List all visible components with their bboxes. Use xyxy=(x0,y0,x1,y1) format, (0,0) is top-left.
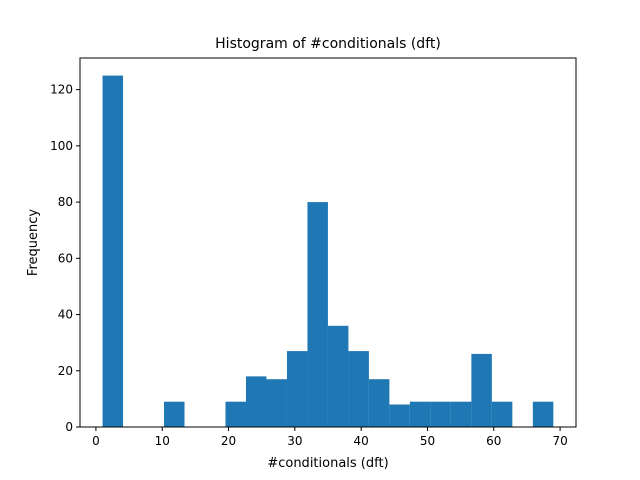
y-tick-label: 60 xyxy=(58,251,73,265)
x-tick-label: 20 xyxy=(221,434,236,448)
y-tick-label: 40 xyxy=(58,308,73,322)
x-tick-label: 70 xyxy=(552,434,567,448)
x-axis-label: #conditionals (dft) xyxy=(267,456,388,471)
y-tick-label: 120 xyxy=(50,83,73,97)
histogram-bar xyxy=(389,404,410,427)
x-tick-label: 60 xyxy=(486,434,501,448)
y-tick-label: 20 xyxy=(58,364,73,378)
histogram-bar xyxy=(430,401,451,427)
y-tick-label: 80 xyxy=(58,195,73,209)
histogram-bar xyxy=(471,353,492,427)
histogram-bar xyxy=(348,351,369,427)
ticks-group: 0 10 20 30 40 50 60 70 0 20 40 60 80 100 120 xyxy=(50,83,568,448)
histogram-bar xyxy=(532,401,554,427)
histogram-bar xyxy=(450,401,472,427)
y-tick-label: 0 xyxy=(65,420,73,434)
histogram-bar xyxy=(409,401,431,427)
histogram-bar xyxy=(266,379,287,427)
x-tick-label: 30 xyxy=(287,434,302,448)
histogram-bar xyxy=(164,401,185,427)
chart-title: Histogram of #conditionals (dft) xyxy=(215,36,441,52)
x-tick-label: 10 xyxy=(155,434,170,448)
y-tick-label: 100 xyxy=(50,139,73,153)
y-axis-label: Frequency xyxy=(26,209,41,276)
histogram-bar xyxy=(286,351,308,427)
histogram-bar xyxy=(491,401,513,427)
histogram-bar xyxy=(327,325,349,427)
bars-group xyxy=(102,75,554,428)
histogram-bar xyxy=(307,202,328,427)
plot-frame xyxy=(79,57,577,428)
histogram-bar xyxy=(245,376,267,427)
x-tick-label: 50 xyxy=(420,434,435,448)
histogram-bar xyxy=(225,401,246,427)
x-tick-label: 40 xyxy=(354,434,369,448)
histogram-bar xyxy=(368,379,390,427)
histogram-bar xyxy=(102,75,124,428)
x-tick-label: 0 xyxy=(92,434,100,448)
